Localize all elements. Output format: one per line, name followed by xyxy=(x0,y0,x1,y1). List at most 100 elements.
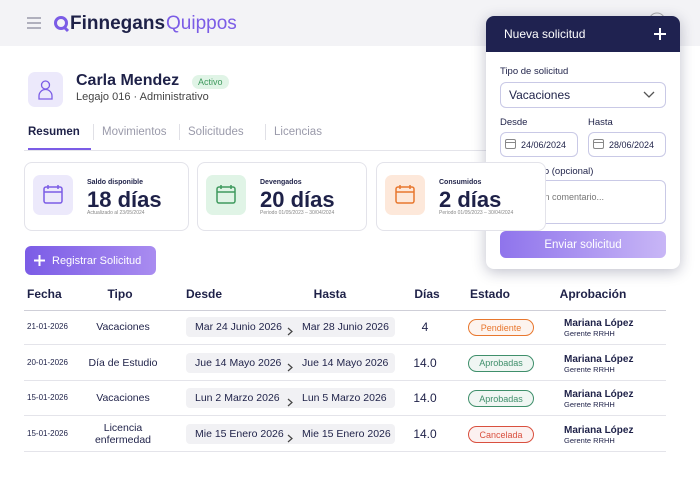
card-label: Consumidos xyxy=(439,179,482,186)
card-value: 2 días xyxy=(439,187,502,212)
to-date: Mar 28 Junio 2026 xyxy=(302,321,389,333)
days-cell: 14.0 xyxy=(413,391,437,406)
tabs-line xyxy=(24,150,494,151)
days-cell: 14.0 xyxy=(413,427,437,442)
comment-label: Comentario (opcional) xyxy=(500,166,594,177)
tab[interactable]: Movimientos xyxy=(102,126,167,138)
row-line xyxy=(24,415,666,417)
range-arrow xyxy=(287,359,294,377)
date-cell: 15-01-2026 xyxy=(27,393,68,403)
to-value: 28/06/2024 xyxy=(609,140,655,150)
card-value: 20 días xyxy=(260,187,335,212)
date-range xyxy=(186,352,395,373)
range-arrow xyxy=(287,323,294,341)
plus-icon xyxy=(34,255,45,266)
profile-name: Carla Mendez xyxy=(76,72,180,89)
panel-title: Nueva solicitud xyxy=(504,27,586,41)
from-value: 24/06/2024 xyxy=(521,140,567,150)
panel-header xyxy=(486,16,680,52)
column-header: Aprobación xyxy=(559,287,627,301)
calendar-icon xyxy=(505,139,516,149)
product: Quippos xyxy=(166,13,237,34)
tab-separator xyxy=(93,124,94,140)
column-header: Fecha xyxy=(27,287,62,301)
type-cell: Vacaciones xyxy=(96,321,150,333)
avatar xyxy=(28,72,63,107)
status-badge: Pendiente xyxy=(468,319,534,336)
approver-role: Gerente RRHH xyxy=(564,436,615,446)
to-label: Hasta xyxy=(588,117,613,128)
column-header: Estado xyxy=(469,287,510,301)
calendar-icon xyxy=(593,139,604,149)
card-note: Periodo 01/05/2023 – 30/04/2024 xyxy=(260,210,335,216)
summary-card: Consumidos 2 días Periodo 01/05/2023 – 30/… xyxy=(376,162,546,231)
approver-name: Mariana López xyxy=(564,389,634,401)
date-cell: 20-01-2026 xyxy=(27,357,68,367)
date-range xyxy=(186,388,395,409)
card-label: Devengados xyxy=(260,179,302,186)
type-value: Vacaciones xyxy=(509,88,571,102)
type-select[interactable] xyxy=(500,82,666,108)
card-value: 18 días xyxy=(87,187,162,212)
header-line xyxy=(24,310,666,311)
to-date: Jue 14 Mayo 2026 xyxy=(302,356,389,369)
from-date: Jue 14 Mayo 2026 xyxy=(195,356,282,369)
approver-role: Gerente RRHH xyxy=(564,364,615,374)
submit-button[interactable]: Enviar solicitud xyxy=(500,231,666,258)
panel-plus[interactable] xyxy=(654,28,666,40)
new-request-panel: Nueva solicitud Tipo de solicitud Vacaci… xyxy=(486,16,680,269)
type-cell: Día de Estudio xyxy=(88,356,158,369)
summary-card: Devengados 20 días Periodo 01/05/2023 – 30… xyxy=(197,162,367,231)
type-cell: Licencia enfermedad xyxy=(94,422,152,447)
comment-placeholder: Agregá un comentario... xyxy=(508,192,605,202)
to-date: Mie 15 Enero 2026 xyxy=(302,428,391,441)
from-date: Mar 24 Junio 2026 xyxy=(195,321,282,333)
range-arrow xyxy=(287,394,294,412)
approver-name: Mariana López xyxy=(564,318,634,329)
date-cell: 21-01-2026 xyxy=(27,322,68,331)
card-icon xyxy=(206,175,246,215)
status-badge: Cancelada xyxy=(468,426,534,444)
date-cell: 15-01-2026 xyxy=(27,429,68,439)
approver-role: Gerente RRHH xyxy=(564,329,615,338)
tab[interactable]: Solicitudes xyxy=(188,126,244,138)
column-header: Tipo xyxy=(107,287,133,301)
approver-role: Gerente RRHH xyxy=(564,400,615,410)
brand: Finnegans xyxy=(70,13,166,34)
tab[interactable]: Resumen xyxy=(28,126,80,138)
card-icon xyxy=(33,175,73,215)
tab[interactable]: Licencias xyxy=(274,126,322,138)
column-header: Días xyxy=(414,287,440,301)
card-note: Periodo 01/05/2023 – 30/04/2024 xyxy=(439,210,514,216)
summary-card: Saldo disponible 18 días Actualizado al 23… xyxy=(24,162,189,231)
from-label: Desde xyxy=(500,117,528,128)
chevron xyxy=(643,91,655,98)
logo-mark xyxy=(54,16,70,33)
range-arrow xyxy=(287,430,294,448)
tab-separator xyxy=(265,124,266,140)
row-line xyxy=(24,451,666,453)
from-date: Mie 15 Enero 2026 xyxy=(195,428,284,441)
approver-name: Mariana López xyxy=(564,425,634,437)
column-header: Desde xyxy=(186,287,223,301)
status-badge: Activo xyxy=(192,75,229,89)
tab-separator xyxy=(179,124,180,140)
days-cell: 14.0 xyxy=(413,355,437,370)
register-button[interactable]: Registrar Solicitud xyxy=(25,246,156,275)
date-range xyxy=(186,317,395,337)
from-input[interactable] xyxy=(500,132,578,157)
row-line xyxy=(24,344,666,345)
to-input[interactable] xyxy=(588,132,666,157)
from-date: Lun 2 Marzo 2026 xyxy=(195,392,280,405)
card-note: Actualizado al 23/05/2024 xyxy=(87,210,145,216)
profile-subtitle: Legajo 016 · Administrativo xyxy=(76,91,209,103)
approver-name: Mariana López xyxy=(564,353,634,365)
days-cell: 4 xyxy=(421,320,429,334)
type-cell: Vacaciones xyxy=(96,392,150,405)
row-line xyxy=(24,379,666,381)
status-badge: Aprobadas xyxy=(468,390,534,408)
menu-icon[interactable] xyxy=(27,17,41,29)
column-header: Hasta xyxy=(313,287,347,301)
tab-indicator xyxy=(28,148,91,150)
